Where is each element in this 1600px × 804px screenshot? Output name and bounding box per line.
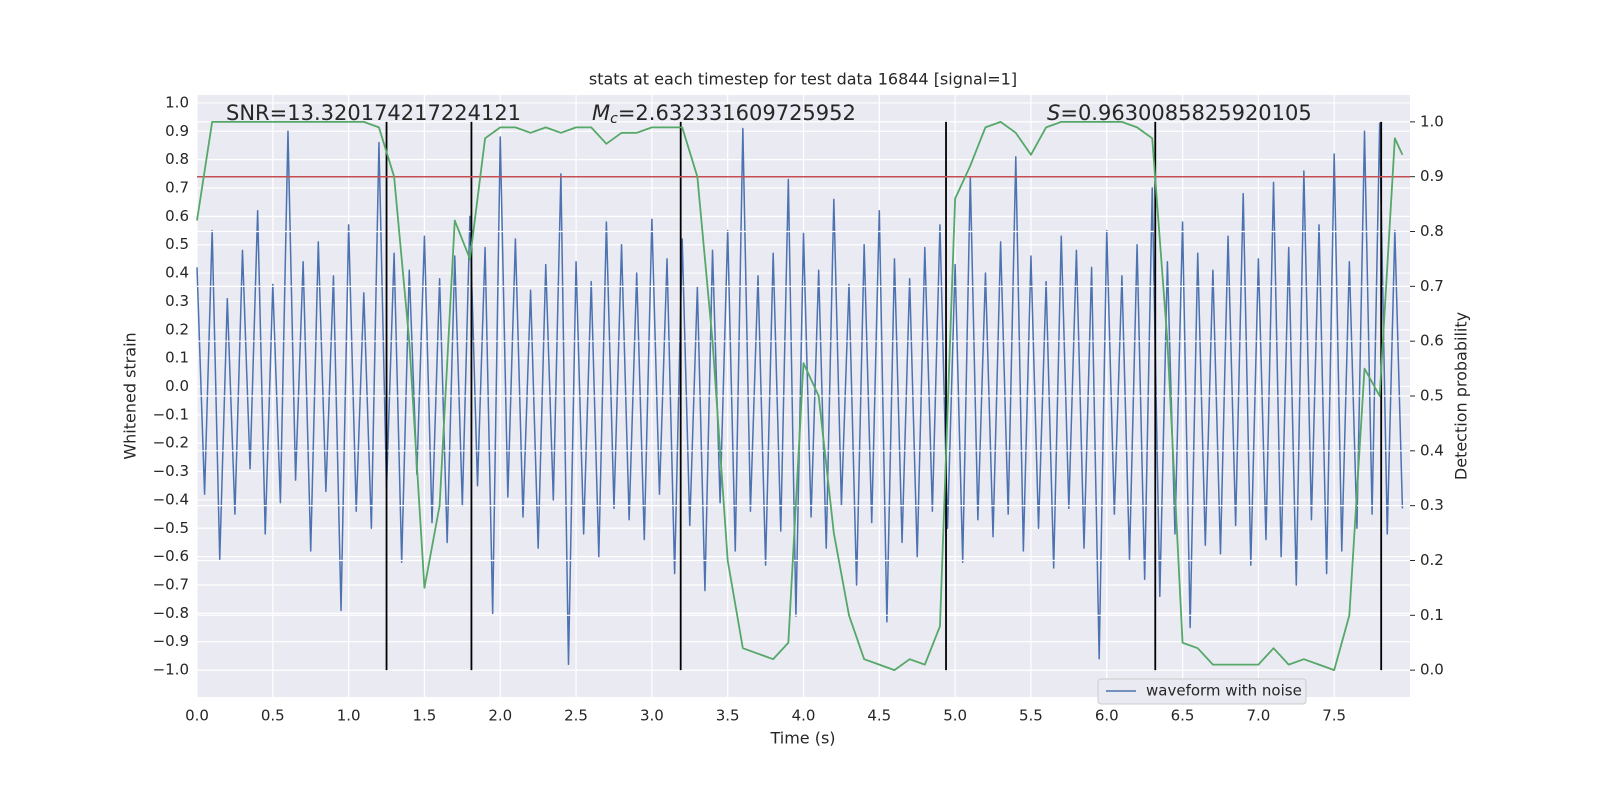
annotation-symbol: M bbox=[592, 101, 610, 125]
x-tick-label: 2.5 bbox=[564, 707, 588, 725]
x-tick-label: 5.5 bbox=[1019, 707, 1043, 725]
x-tick-label: 6.5 bbox=[1171, 707, 1195, 725]
x-tick-label: 7.5 bbox=[1322, 707, 1346, 725]
x-tick-label: 4.5 bbox=[867, 707, 891, 725]
ticks: 0.0 0.5 1.0 1.5 2.0 2.5 3.0 3.5 4.0 4.5 5.0 5.5 6.0 6… bbox=[153, 93, 1444, 724]
chart-title: stats at each timestep for test data 168… bbox=[589, 70, 1017, 89]
y-tick-label: 0.6 bbox=[165, 207, 189, 225]
y-tick-label: −0.1 bbox=[153, 405, 189, 423]
y-axis-label: Whitened strain bbox=[121, 332, 140, 459]
x-tick-label: 1.5 bbox=[413, 707, 437, 725]
annotation-value: =2.632331609725952 bbox=[618, 101, 856, 125]
y-tick-label: −0.8 bbox=[153, 604, 189, 622]
y2-tick-label: 0.5 bbox=[1420, 387, 1444, 405]
x-tick-label: 5.0 bbox=[943, 707, 967, 725]
y-tick-label: 0.3 bbox=[165, 292, 189, 310]
x-tick-label: 4.0 bbox=[792, 707, 816, 725]
y-tick-label: 0.9 bbox=[165, 122, 189, 140]
x-axis-label: Time (s) bbox=[769, 729, 835, 748]
y2-tick-label: 0.1 bbox=[1420, 606, 1444, 624]
y-tick-label: 0.5 bbox=[165, 235, 189, 253]
y-tick-label: −1.0 bbox=[153, 661, 189, 679]
y-tick-label: 1.0 bbox=[165, 93, 189, 111]
x-tick-label: 2.0 bbox=[488, 707, 512, 725]
annotation: SNR=13.320174217224121 bbox=[226, 101, 521, 125]
y-tick-label: −0.4 bbox=[153, 490, 189, 508]
y2-tick-label: 0.9 bbox=[1420, 167, 1444, 185]
y-tick-label: 0.1 bbox=[165, 349, 189, 367]
legend: waveform with noise bbox=[1097, 678, 1307, 705]
x-tick-label: 7.0 bbox=[1246, 707, 1270, 725]
y2-tick-label: 0.8 bbox=[1420, 222, 1444, 240]
x-tick-label: 1.0 bbox=[337, 707, 361, 725]
y-tick-label: 0.4 bbox=[165, 264, 189, 282]
y-tick-label: −0.3 bbox=[153, 462, 189, 480]
series-line bbox=[196, 120, 1404, 672]
y2-tick-label: 0.3 bbox=[1420, 496, 1444, 514]
y2-axis-label: Detection probability bbox=[1452, 312, 1471, 480]
annotation-subscript: c bbox=[610, 111, 618, 127]
y2-tick-label: 0.2 bbox=[1420, 551, 1444, 569]
y-tick-label: −0.9 bbox=[153, 632, 189, 650]
y2-tick-label: 0.4 bbox=[1420, 441, 1444, 459]
annotation: Mc=2.632331609725952 bbox=[592, 101, 856, 127]
y-tick-label: 0.2 bbox=[165, 320, 189, 338]
y2-tick-label: 1.0 bbox=[1420, 112, 1444, 130]
y-tick-label: 0.7 bbox=[165, 179, 189, 197]
x-tick-label: 3.0 bbox=[640, 707, 664, 725]
y2-tick-label: 0.7 bbox=[1420, 277, 1444, 295]
marks bbox=[196, 120, 1410, 672]
y-tick-label: −0.5 bbox=[153, 519, 189, 537]
y2-tick-label: 0.6 bbox=[1420, 332, 1444, 350]
x-tick-label: 0.0 bbox=[185, 707, 209, 725]
legend-box bbox=[1097, 678, 1307, 705]
legend-label: waveform with noise bbox=[1146, 682, 1302, 700]
x-tick-label: 6.0 bbox=[1095, 707, 1119, 725]
x-tick-label: 3.5 bbox=[716, 707, 740, 725]
y2-tick-label: 0.0 bbox=[1420, 661, 1444, 679]
y-tick-label: 0.0 bbox=[165, 377, 189, 395]
y-tick-label: −0.6 bbox=[153, 547, 189, 565]
annotation-value: =0.9630085825920105 bbox=[1060, 101, 1311, 125]
y-tick-label: 0.8 bbox=[165, 150, 189, 168]
annotation-symbol: S bbox=[1047, 101, 1060, 125]
annotation: S=0.9630085825920105 bbox=[1047, 101, 1312, 125]
y-tick-label: −0.7 bbox=[153, 575, 189, 593]
y-tick-label: −0.2 bbox=[153, 434, 189, 452]
x-tick-label: 0.5 bbox=[261, 707, 285, 725]
